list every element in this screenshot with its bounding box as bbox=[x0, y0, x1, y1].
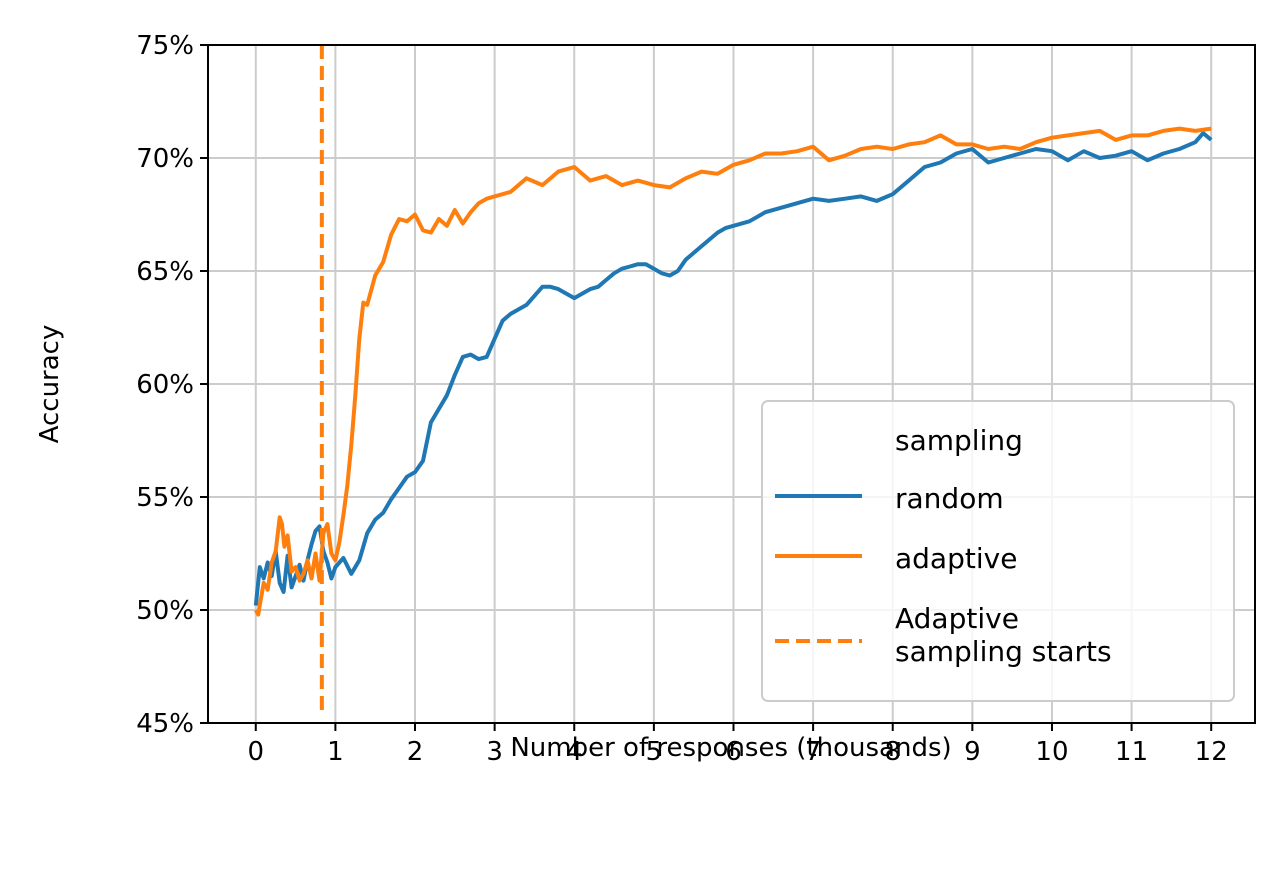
legend: sampling random adaptive Adaptive samplin… bbox=[761, 400, 1235, 702]
x-tick-label: 3 bbox=[486, 737, 503, 767]
y-tick-label: 55% bbox=[136, 483, 194, 513]
x-axis-label: Number of responses (thousands) bbox=[510, 733, 951, 763]
series-layer bbox=[253, 45, 1213, 717]
legend-entry-random: random bbox=[895, 482, 1004, 515]
y-tick-label: 60% bbox=[136, 370, 194, 400]
legend-entry-adaptive: adaptive bbox=[895, 542, 1017, 575]
y-tick-label: 70% bbox=[136, 144, 194, 174]
series-line-adaptive bbox=[254, 126, 1212, 617]
y-tick-label: 45% bbox=[136, 709, 194, 739]
y-tick-label: 50% bbox=[136, 596, 194, 626]
y-tick-label: 65% bbox=[136, 257, 194, 287]
x-tick-label: 5 bbox=[646, 737, 663, 767]
legend-title: sampling bbox=[895, 424, 1023, 457]
legend-entry-adaptive-start: Adaptive sampling starts bbox=[895, 602, 1112, 668]
x-tick-label: 12 bbox=[1195, 737, 1228, 767]
y-axis-label: Accuracy bbox=[35, 325, 65, 444]
x-tick-label: 0 bbox=[247, 737, 264, 767]
y-tick-label: 75% bbox=[136, 31, 194, 61]
x-tick-label: 10 bbox=[1035, 737, 1068, 767]
x-tick-label: 6 bbox=[725, 737, 742, 767]
legend-box bbox=[761, 400, 1235, 702]
x-tick-label: 7 bbox=[805, 737, 822, 767]
x-tick-label: 1 bbox=[327, 737, 344, 767]
x-tick-label: 11 bbox=[1115, 737, 1148, 767]
x-tick-label: 9 bbox=[964, 737, 981, 767]
x-tick-label: 2 bbox=[407, 737, 424, 767]
x-tick-label: 4 bbox=[566, 737, 583, 767]
x-tick-label: 8 bbox=[884, 737, 901, 767]
